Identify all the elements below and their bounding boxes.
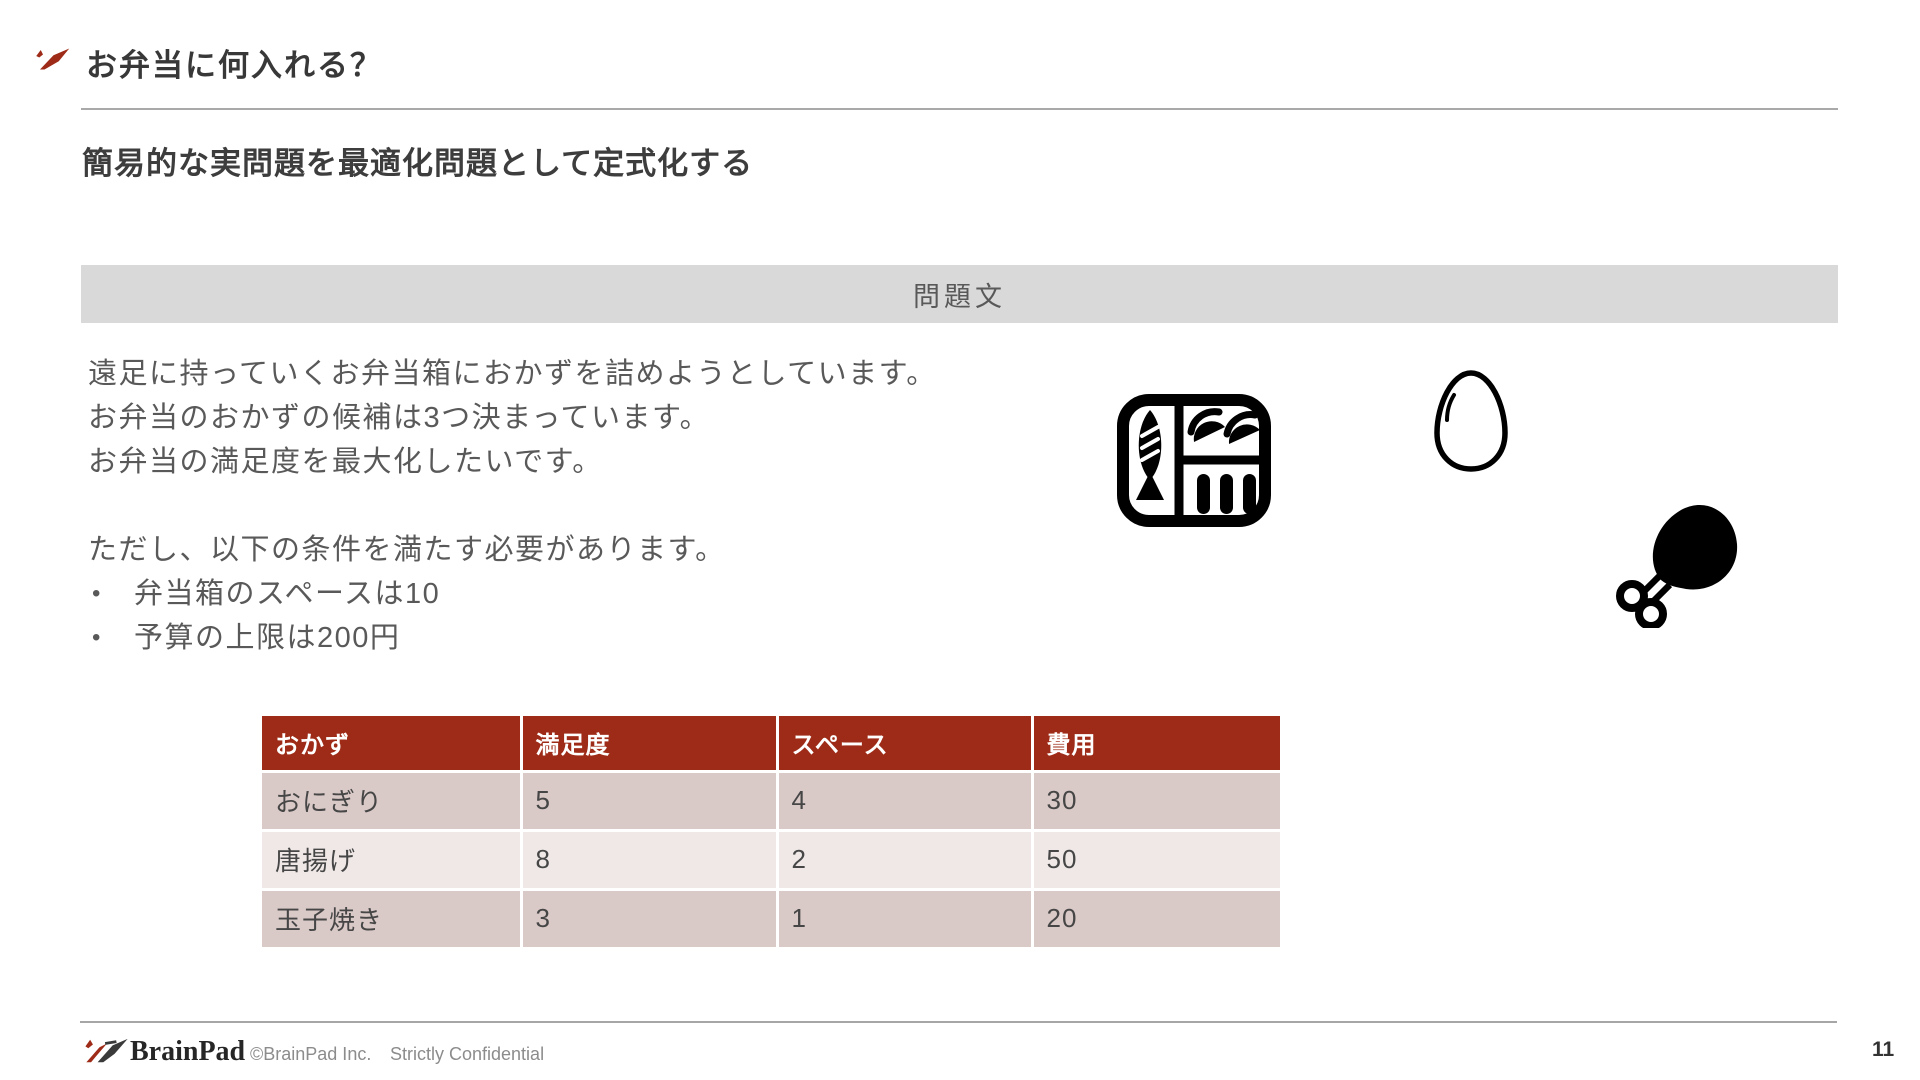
table-row: 唐揚げ 8 2 50 [262,830,1280,889]
column-header-manzokudo: 満足度 [521,716,779,771]
cell-space: 1 [777,889,1034,948]
banner-label: 問題文 [913,281,1006,312]
footer-divider [80,1021,1837,1023]
confidential-text: Strictly Confidential [390,1044,545,1064]
cell-name: 玉子焼き [262,889,523,948]
bento-box-icon [1117,394,1271,527]
egg-icon [1434,370,1508,472]
table-row: おにぎり 5 4 30 [262,771,1280,830]
cell-space: 4 [777,771,1034,830]
spacer [88,484,937,528]
problem-body-text: 遠足に持っていくお弁当箱におかずを詰めようとしています。 お弁当のおかずの候補は… [88,352,937,660]
column-header-hiyou: 費用 [1032,716,1280,771]
cell-satisfaction: 3 [521,889,779,948]
body-line: お弁当の満足度を最大化したいです。 [88,446,603,478]
copyright-text: ©BrainPad Inc. [250,1044,372,1064]
page-number: 11 [1872,1038,1895,1061]
body-line: お弁当のおかずの候補は3つ決まっています。 [88,402,711,434]
bullet-text: 弁当箱のスペースは10 [134,578,441,610]
page-title: お弁当に何入れる？ [86,48,383,83]
brainpad-logo-icon [85,1038,128,1063]
slide-subtitle: 簡易的な実問題を最適化問題として定式化する [82,146,754,181]
cell-name: おにぎり [262,771,523,830]
cell-space: 2 [777,830,1034,889]
problem-statement-banner: 問題文 [81,265,1838,323]
table-header-row: おかず 満足度 スペース 費用 [262,716,1280,771]
brand-name: BrainPad [130,1036,246,1067]
column-header-okazu: おかず [262,716,523,771]
bullet-icon: • [92,580,102,607]
table-row: 玉子焼き 3 1 20 [262,889,1280,948]
chicken-drumstick-icon [1616,505,1738,628]
title-divider [81,108,1838,110]
bullet-text: 予算の上限は200円 [134,622,401,654]
cell-satisfaction: 8 [521,830,779,889]
cell-cost: 20 [1032,889,1280,948]
body-line: 遠足に持っていくお弁当箱におかずを詰めようとしています。 [88,358,937,390]
cell-cost: 50 [1032,830,1280,889]
bullet-item: • 予算の上限は200円 [88,616,937,660]
condition-intro: ただし、以下の条件を満たす必要があります。 [88,534,726,566]
okazu-table: おかず 満足度 スペース 費用 おにぎり 5 4 30 唐揚げ 8 2 50 玉… [262,716,1280,950]
column-header-space: スペース [777,716,1034,771]
cell-name: 唐揚げ [262,830,523,889]
cell-cost: 30 [1032,771,1280,830]
bullet-item: • 弁当箱のスペースは10 [88,572,937,616]
bullet-icon: • [92,624,102,651]
cell-satisfaction: 5 [521,771,779,830]
brainpad-arrow-icon [36,48,70,70]
